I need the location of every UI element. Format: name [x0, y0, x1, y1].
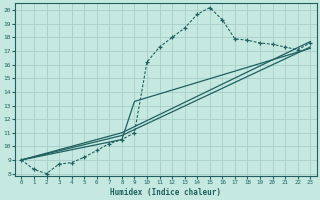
X-axis label: Humidex (Indice chaleur): Humidex (Indice chaleur)	[110, 188, 221, 197]
